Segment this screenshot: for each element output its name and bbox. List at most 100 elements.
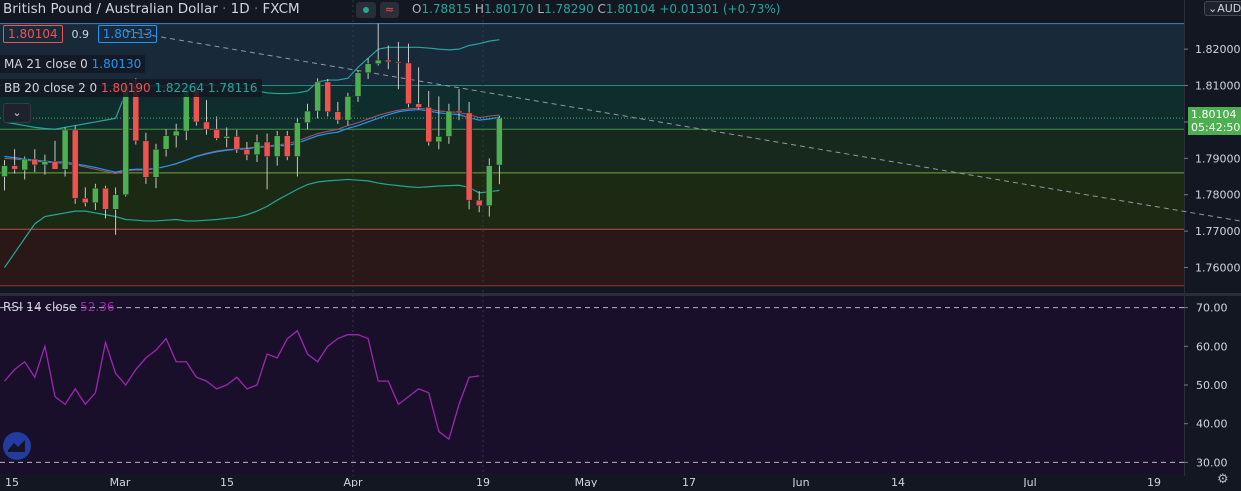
time-tick-label: 17 <box>682 476 696 487</box>
candle-body <box>415 103 422 108</box>
candle-body <box>314 81 321 112</box>
candle-body <box>263 141 271 157</box>
symbol-name[interactable]: British Pound / Australian Dollar <box>3 1 218 17</box>
candle-body <box>435 136 443 143</box>
candle-body <box>223 136 230 139</box>
ohlc-high-value: 1.80170 <box>483 2 534 16</box>
price-tick-label: 1.76000 <box>1195 262 1241 275</box>
rsi-legend-label: RSI 14 close <box>3 300 77 314</box>
rsi-tick-label: 60.00 <box>1196 340 1228 353</box>
currency-label: AUD <box>1217 2 1241 15</box>
candle-body <box>465 112 473 201</box>
collapse-legend-button[interactable]: ⌄ <box>3 103 31 123</box>
candle-body <box>455 110 463 114</box>
chevron-down-icon: ⌄ <box>12 106 22 119</box>
price-tick-label: 1.82000 <box>1195 43 1241 56</box>
candle-body <box>354 72 362 97</box>
rsi-tick-label: 70.00 <box>1196 302 1228 315</box>
compare-icon[interactable]: ≈ <box>379 2 400 18</box>
trendline <box>125 30 1241 222</box>
ohlc-high-key: H <box>474 2 484 16</box>
exchange-label: FXCM <box>262 1 300 17</box>
candle-body <box>374 59 382 64</box>
bb-basis-value: 1.80190 <box>101 81 151 95</box>
market-status-pill[interactable] <box>356 2 376 18</box>
candle-body <box>71 129 79 199</box>
time-axis-background <box>0 476 1241 487</box>
bb-upper-value: 1.82264 <box>154 81 205 95</box>
ohlc-readout: O1.78815 H1.80170 L1.78290 C1.80104 +0.0… <box>412 2 780 16</box>
buy-button[interactable]: 1.80113 <box>97 25 158 43</box>
time-tick-label: Mar <box>110 476 131 487</box>
currency-button[interactable]: ⌄AUD <box>1204 1 1241 16</box>
rsi-tick-label: 50.00 <box>1196 379 1228 392</box>
candle-body <box>364 63 372 74</box>
price-zone <box>0 172 1184 230</box>
market-open-icon <box>363 7 369 13</box>
rsi-legend-value: 52.36 <box>80 300 115 314</box>
candle-body <box>334 111 342 121</box>
candle-body <box>344 96 352 121</box>
rsi-legend[interactable]: RSI 14 close 52.36 <box>3 300 115 314</box>
candle-body <box>112 194 119 210</box>
candle-body <box>51 160 59 170</box>
bb-legend-label: BB 20 close 2 0 <box>4 81 98 95</box>
candle-body <box>41 160 49 166</box>
price-tick-label: 1.79000 <box>1195 152 1241 165</box>
ma-legend-label: MA 21 close 0 <box>4 57 88 71</box>
tradingview-logo-icon[interactable] <box>3 432 31 460</box>
ma-legend[interactable]: MA 21 close 0 1.80130 <box>0 55 146 73</box>
candle-body <box>294 122 301 157</box>
candle-body <box>31 158 39 166</box>
candle-body <box>486 165 493 206</box>
candle-body <box>475 199 483 206</box>
ohlc-open-key: O <box>412 2 422 16</box>
rsi-pane-background <box>0 296 1184 474</box>
candle-body <box>395 61 402 64</box>
candle-body <box>243 148 251 155</box>
candle-body <box>82 198 89 203</box>
candle-body <box>92 187 99 203</box>
price-zone <box>0 229 1184 286</box>
rsi-tick-label: 40.00 <box>1196 418 1228 431</box>
price-tick-label: 1.77000 <box>1195 225 1241 238</box>
candle-body <box>425 107 432 143</box>
candle-body <box>142 140 150 178</box>
candle-body <box>102 187 109 210</box>
candle-body <box>253 141 261 155</box>
last-price-tag: 1.80104 05:42:50 <box>1188 107 1241 135</box>
time-tick-label: May <box>575 476 598 487</box>
gear-icon[interactable]: ⚙ <box>1217 472 1229 487</box>
candle-body <box>162 135 170 150</box>
bb-lower-value: 1.78116 <box>207 81 258 95</box>
ma-legend-value: 1.80130 <box>91 57 142 71</box>
sell-button[interactable]: 1.80104 <box>3 25 63 43</box>
time-tick-label: Jun <box>791 476 809 487</box>
candle-body <box>445 110 453 137</box>
candle-body <box>233 136 241 150</box>
interval-label[interactable]: 1D <box>230 1 250 17</box>
bar-countdown: 05:42:50 <box>1191 121 1241 134</box>
logo-mountain-shape <box>8 440 25 452</box>
symbol-title[interactable]: British Pound / Australian Dollar · 1D ·… <box>3 1 300 17</box>
candle-body <box>385 59 392 63</box>
price-tick-label: 1.81000 <box>1195 80 1241 93</box>
candle-body <box>172 130 180 137</box>
bb-legend[interactable]: BB 20 close 2 0 1.80190 1.82264 1.78116 <box>0 79 262 97</box>
candle-body <box>284 135 291 157</box>
price-zone <box>0 129 1184 173</box>
candle-body <box>21 158 28 171</box>
ohlc-open: O1.78815 <box>412 2 471 16</box>
ohlc-low: L1.78290 <box>537 2 593 16</box>
spread-label: 0.9 <box>71 28 89 41</box>
time-tick-label: Apr <box>343 476 363 487</box>
last-price-value: 1.80104 <box>1191 108 1237 121</box>
candle-body <box>122 85 129 195</box>
bb-lower-band <box>4 178 500 268</box>
ma21-line <box>4 108 500 173</box>
time-tick-label: 15 <box>220 476 234 487</box>
ohlc-low-value: 1.78290 <box>544 2 594 16</box>
trade-buttons: 1.80104 0.9 1.80113 <box>3 25 158 43</box>
